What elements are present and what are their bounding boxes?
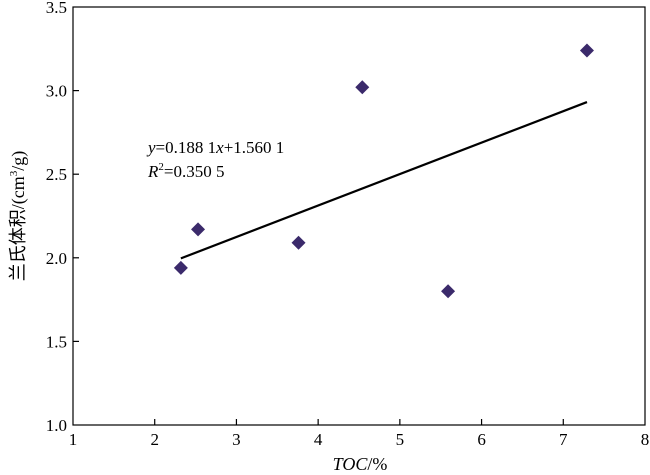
y-tick-label: 2.0	[46, 249, 67, 268]
x-tick-label: 1	[69, 430, 78, 449]
trend-line	[180, 101, 588, 260]
plot-area-frame	[72, 6, 646, 426]
x-tick-label: 4	[314, 430, 323, 449]
y-tick-label: 1.5	[46, 332, 67, 351]
x-tick-label: 3	[232, 430, 241, 449]
data-point	[355, 80, 370, 95]
y-tick-label: 2.5	[46, 165, 67, 184]
x-axis-title: TOC/%	[333, 454, 388, 474]
y-axis-title-suffix: /g)	[8, 151, 29, 171]
equation-slope: =0.188 1	[156, 138, 217, 157]
x-axis-title-italic: TOC	[333, 454, 369, 474]
x-axis: 1 2 3 4 5 6 7 8	[69, 419, 650, 449]
equation-intercept: +1.560 1	[224, 138, 285, 157]
x-tick-label: 8	[641, 430, 650, 449]
y-axis-title: 兰氏体积/(cm3/g)	[8, 151, 29, 282]
equation-y: y	[146, 138, 156, 157]
x-tick-label: 5	[396, 430, 405, 449]
y-tick-label: 3.0	[46, 82, 67, 101]
equation-r-sup: 2	[158, 161, 164, 173]
x-tick-label: 7	[559, 430, 568, 449]
data-point	[441, 284, 456, 299]
data-point	[291, 235, 306, 250]
x-axis-title-unit: /%	[367, 454, 387, 474]
y-axis-title-sup: 3	[8, 170, 20, 176]
y-tick-label: 3.5	[46, 0, 67, 17]
x-tick-label: 6	[477, 430, 486, 449]
data-points	[173, 43, 594, 299]
equation-r-value: =0.350 5	[164, 162, 225, 181]
equation-x: x	[215, 138, 224, 157]
data-point	[579, 43, 594, 58]
data-point	[173, 260, 188, 275]
x-tick-label: 2	[150, 430, 159, 449]
data-point	[191, 222, 206, 237]
equation-line-1: y=0.188 1x+1.560 1	[146, 138, 284, 157]
y-axis: 1.0 1.5 2.0 2.5 3.0 3.5	[46, 0, 79, 435]
equation-r: R	[147, 162, 159, 181]
equation-line-2: R2=0.350 5	[147, 161, 224, 181]
y-axis-title-prefix: 兰氏体积/(cm	[8, 176, 29, 281]
y-tick-label: 1.0	[46, 416, 67, 435]
